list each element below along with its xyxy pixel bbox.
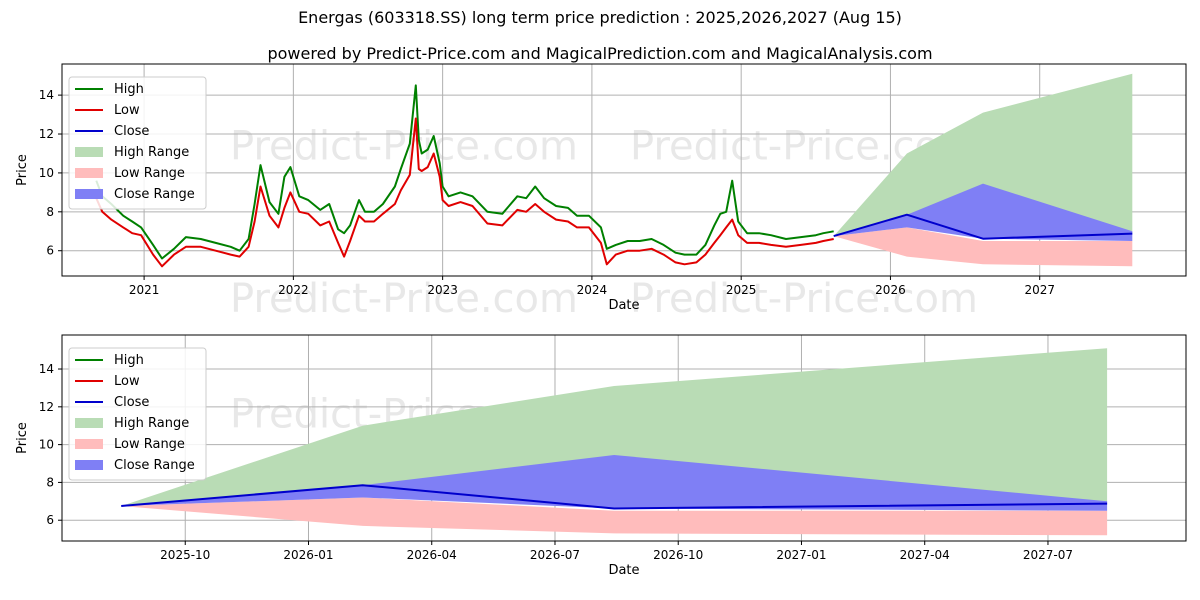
x-tick-label: 2026-07 [530, 548, 580, 562]
y-tick-label: 6 [46, 513, 54, 527]
bottom-panel: Predict-Price.comPredict-Price.com2025-1… [15, 334, 1187, 578]
legend-box [68, 76, 207, 210]
legend-swatch [75, 189, 103, 199]
legend-label: Close [114, 124, 149, 139]
axes-frame [61, 63, 1187, 277]
y-tick-label: 8 [46, 205, 54, 219]
series-line-low [95, 117, 834, 268]
legend-swatch [75, 439, 103, 449]
legend-swatch [75, 418, 103, 428]
x-tick-label: 2026 [875, 283, 906, 297]
top-panel: Predict-Price.com Predict-Price.comPredic… [15, 63, 1187, 322]
range-area-high-range [121, 348, 1108, 509]
legend-label: Low Range [114, 166, 185, 181]
legend-label: Close [114, 395, 149, 410]
y-tick-label: 8 [46, 475, 54, 489]
legend-label: High [114, 353, 144, 368]
x-tick-label: 2027-07 [1023, 548, 1073, 562]
legend-swatch [75, 168, 103, 178]
axes-frame [61, 334, 1187, 542]
legend-label: Low [114, 374, 140, 389]
legend-label: Low [114, 103, 140, 118]
x-tick-label: 2024 [577, 283, 608, 297]
x-tick-label: 2026-10 [653, 548, 703, 562]
legend-label: High [114, 82, 144, 97]
legend-label: High Range [114, 416, 189, 431]
y-tick-label: 10 [39, 438, 54, 452]
range-area-close-range [121, 455, 1108, 511]
x-tick-label: 2022 [278, 283, 309, 297]
range-area-low-range [833, 227, 1133, 267]
x-tick-label: 2026-01 [283, 548, 333, 562]
chart-subtitle: powered by Predict-Price.com and Magical… [267, 44, 933, 63]
y-tick-label: 10 [39, 166, 54, 180]
legend-box [68, 347, 207, 481]
x-tick-label: 2023 [427, 283, 458, 297]
x-tick-label: 2027-04 [900, 548, 950, 562]
legend-label: Low Range [114, 437, 185, 452]
watermark-text: Predict-Price.com [630, 276, 978, 322]
series-line-close [833, 213, 1133, 240]
series-line-close [121, 484, 1108, 510]
y-tick-label: 14 [39, 88, 54, 102]
series-line-high [95, 84, 834, 260]
x-axis-label: Date [608, 298, 639, 313]
x-tick-label: 2026-04 [407, 548, 457, 562]
x-tick-label: 2025-10 [160, 548, 210, 562]
chart-title: Energas (603318.SS) long term price pred… [298, 8, 902, 27]
x-tick-label: 2025 [726, 283, 757, 297]
y-tick-label: 12 [39, 400, 54, 414]
legend-label: Close Range [114, 458, 195, 473]
watermark-text: Predict-Price.com [230, 276, 578, 322]
x-axis-label: Date [608, 563, 639, 578]
range-area-close-range [833, 183, 1133, 241]
y-tick-label: 12 [39, 127, 54, 141]
y-axis-label: Price [15, 154, 30, 186]
x-tick-label: 2027-01 [776, 548, 826, 562]
y-tick-label: 6 [46, 244, 54, 258]
legend-label: Close Range [114, 187, 195, 202]
x-tick-label: 2027 [1024, 283, 1055, 297]
range-area-high-range [833, 73, 1133, 239]
legend-swatch [75, 147, 103, 157]
y-axis-label: Price [15, 422, 30, 454]
y-tick-label: 14 [39, 362, 54, 376]
legend-swatch [75, 460, 103, 470]
x-tick-label: 2021 [129, 283, 160, 297]
legend-label: High Range [114, 145, 189, 160]
range-area-low-range [121, 497, 1108, 536]
